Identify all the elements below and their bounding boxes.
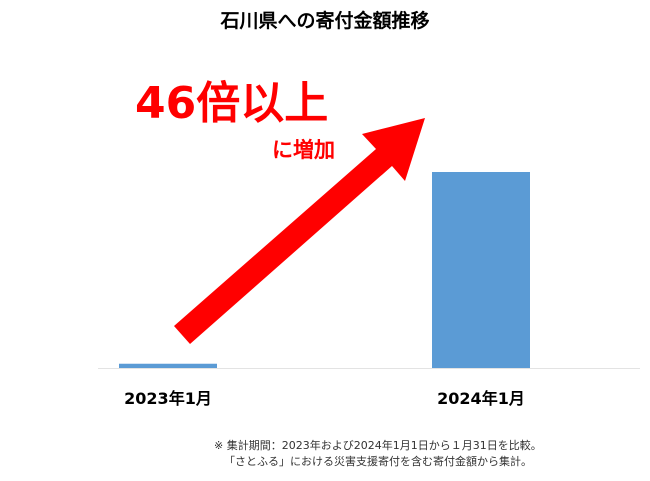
footnote-line-1: ※ 集計期間：2023年および2024年1月1日から１月31日を比較。 [214, 439, 542, 452]
bar-2024年1月 [432, 172, 530, 368]
chart-title: 石川県への寄付金額推移 [219, 9, 429, 32]
x-tick-label: 2023年1月 [124, 389, 212, 408]
x-tick-label: 2024年1月 [437, 389, 525, 408]
annotation-main: 46倍以上 [135, 78, 328, 129]
increase-arrow [174, 118, 425, 344]
annotation-sub: に増加 [272, 138, 335, 162]
footnote-line-2: 「さとふる」における災害支援寄付を含む寄付金額から集計。 [224, 455, 532, 468]
bar-2023年1月 [119, 363, 217, 368]
